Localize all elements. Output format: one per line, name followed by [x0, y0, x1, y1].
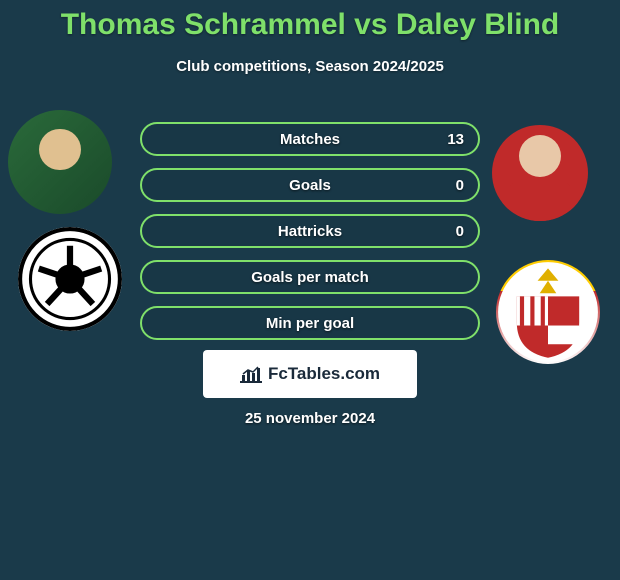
page-title: Thomas Schrammel vs Daley Blind: [0, 0, 620, 42]
stat-row-goals: Goals 0: [140, 168, 480, 202]
stat-value-right: 0: [456, 223, 464, 240]
left-club-crest: [18, 227, 122, 331]
stat-value-right: 13: [447, 131, 464, 148]
stat-row-min-per-goal: Min per goal: [140, 306, 480, 340]
girona-crest-icon: [496, 260, 600, 364]
page-subtitle: Club competitions, Season 2024/2025: [0, 58, 620, 75]
left-player-avatar: [8, 110, 112, 214]
branding-text: FcTables.com: [268, 364, 380, 384]
stat-row-matches: Matches 13: [140, 122, 480, 156]
stat-label: Hattricks: [278, 223, 342, 240]
sturm-graz-crest-icon: [18, 227, 122, 331]
stat-row-hattricks: Hattricks 0: [140, 214, 480, 248]
stat-label: Goals per match: [251, 269, 369, 286]
bar-chart-icon: [240, 365, 262, 383]
date-label: 25 november 2024: [0, 410, 620, 427]
stat-label: Goals: [289, 177, 331, 194]
right-player-avatar: [492, 125, 588, 221]
stat-value-right: 0: [456, 177, 464, 194]
branding-badge: FcTables.com: [203, 350, 417, 398]
stat-row-goals-per-match: Goals per match: [140, 260, 480, 294]
stat-label: Min per goal: [266, 315, 354, 332]
stat-label: Matches: [280, 131, 340, 148]
right-club-crest: [496, 260, 600, 364]
